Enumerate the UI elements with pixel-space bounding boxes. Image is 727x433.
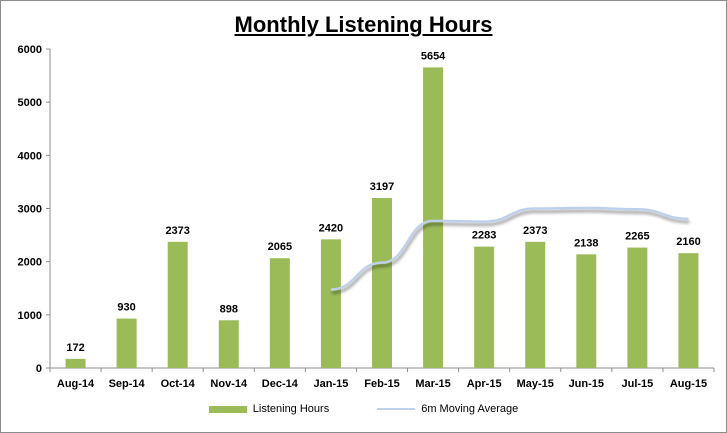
bar-data-label: 2160 [676, 236, 700, 248]
bar [320, 239, 341, 368]
legend-swatch-line [377, 408, 416, 410]
x-tick-label: Apr-15 [467, 378, 502, 390]
bar-data-label: 2065 [268, 241, 292, 253]
y-tick-label: 2000 [18, 257, 42, 269]
x-tick-label: Dec-14 [262, 378, 299, 390]
bar-data-label: 5654 [421, 50, 446, 62]
moving-average-group [330, 206, 689, 291]
x-tick-label: Aug-14 [57, 378, 95, 390]
bar [167, 241, 188, 368]
bar-data-label: 930 [117, 302, 135, 314]
axes-group: 0 1000 2000 3000 4000 5000 6000 Aug-14 Sep-14 Oct… [18, 44, 715, 390]
bar-data-label: 3197 [370, 181, 394, 193]
bar [678, 253, 699, 368]
bar [423, 67, 444, 369]
bar-data-label: 2138 [574, 237, 598, 249]
bar [576, 254, 597, 368]
legend-item-moving-average: 6m Moving Average [377, 403, 518, 415]
bar-data-label: 2420 [319, 222, 343, 234]
bars-group [65, 67, 699, 369]
bar-data-label: 898 [220, 303, 238, 315]
bar [65, 358, 86, 368]
bar-data-label: 2373 [523, 225, 547, 237]
x-tick-label: Oct-14 [161, 378, 196, 390]
bar-data-label: 2283 [472, 230, 496, 242]
x-tick-label: Sep-14 [109, 378, 146, 390]
bar-data-label: 2373 [165, 225, 189, 237]
x-tick-label: Mar-15 [415, 378, 450, 390]
bar [474, 246, 495, 368]
legend-label-listening-hours: Listening Hours [252, 403, 330, 415]
x-tick-label: Feb-15 [364, 378, 399, 390]
y-tick-label: 6000 [18, 44, 42, 56]
moving-average-line [330, 206, 689, 291]
chart-title: Monthly Listening Hours [234, 12, 493, 37]
legend-item-listening-hours: Listening Hours [208, 403, 330, 415]
x-tick-label: Jun-15 [569, 378, 604, 390]
y-tick-label: 5000 [18, 97, 42, 109]
x-tick-label: Nov-14 [210, 378, 248, 390]
bar-data-label: 2265 [625, 231, 649, 243]
x-tick-label: Aug-15 [670, 378, 707, 390]
data-labels-group: 172 930 2373 898 2065 2420 3197 5654 2283 2373 213… [66, 50, 700, 353]
bar [372, 198, 392, 368]
bar [525, 241, 546, 368]
legend-label-moving-average: 6m Moving Average [421, 403, 519, 415]
bar-data-label: 172 [66, 342, 84, 354]
x-tick-label: Jan-15 [313, 378, 348, 390]
bar [269, 258, 290, 368]
x-tick-label: Jul-15 [621, 378, 653, 390]
y-tick-label: 3000 [18, 204, 42, 216]
bar [627, 247, 648, 368]
y-tick-label: 1000 [18, 310, 42, 322]
legend-swatch-bar [208, 405, 247, 413]
y-tick-label: 0 [36, 363, 42, 375]
bar [218, 320, 239, 368]
y-tick-label: 4000 [18, 150, 42, 162]
bar [116, 318, 137, 368]
legend: Listening Hours 6m Moving Average [0, 403, 727, 415]
x-tick-label: May-15 [517, 378, 554, 390]
